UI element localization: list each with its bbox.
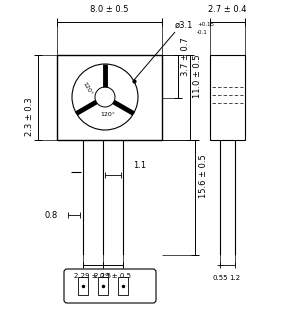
Text: 2.7 ± 0.4: 2.7 ± 0.4 — [208, 5, 247, 14]
Text: +0.15: +0.15 — [197, 22, 214, 27]
Text: 1.1: 1.1 — [133, 161, 146, 170]
Bar — [78, 277, 88, 295]
Text: 8.0 ± 0.5: 8.0 ± 0.5 — [90, 5, 129, 14]
Text: 2.29 ± 0.5: 2.29 ± 0.5 — [75, 273, 111, 279]
Text: 11.0 ± 0.5: 11.0 ± 0.5 — [193, 54, 202, 97]
Text: 0.55: 0.55 — [212, 275, 228, 281]
Text: ø3.1: ø3.1 — [175, 21, 193, 30]
Text: 2.3 ± 0.3: 2.3 ± 0.3 — [26, 97, 34, 136]
Bar — [210, 55, 245, 140]
Text: 120°: 120° — [81, 81, 93, 97]
Bar — [98, 277, 108, 295]
Text: 15.6 ± 0.5: 15.6 ± 0.5 — [198, 154, 208, 198]
Bar — [118, 277, 128, 295]
Text: 3.7 ± 0.7: 3.7 ± 0.7 — [181, 37, 191, 76]
Text: 120°: 120° — [101, 112, 116, 117]
Text: 2.29 ± 0.5: 2.29 ± 0.5 — [95, 273, 132, 279]
Text: 0.8: 0.8 — [45, 211, 58, 219]
Text: 1.2: 1.2 — [229, 275, 241, 281]
Text: -0.1: -0.1 — [197, 30, 208, 35]
Bar — [57, 55, 162, 140]
